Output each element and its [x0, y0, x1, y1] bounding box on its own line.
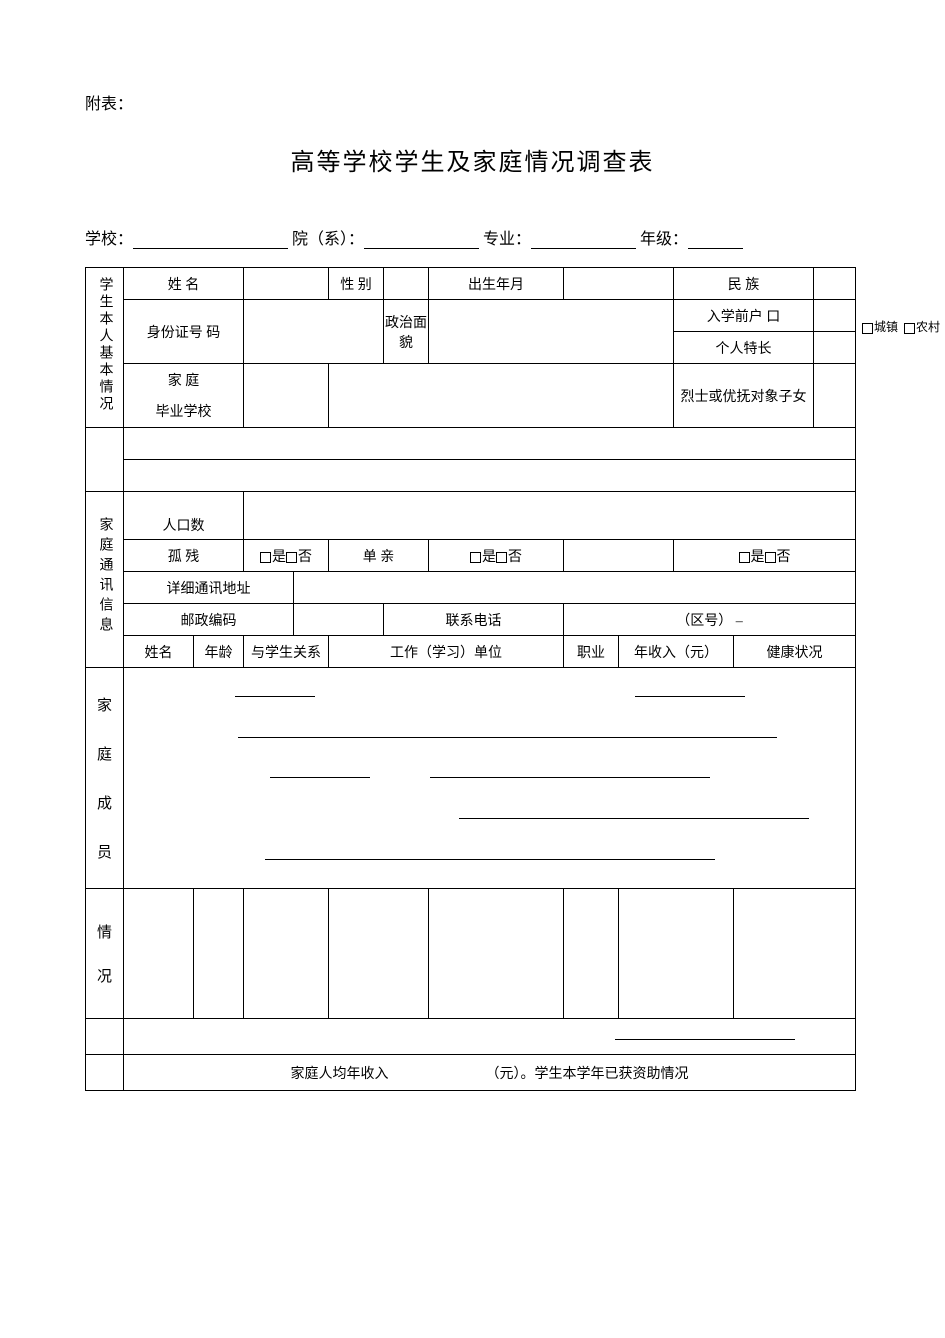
blank-row-2[interactable] — [124, 460, 856, 492]
phone-value[interactable]: （区号） – — [564, 604, 856, 636]
sit-c3[interactable] — [244, 889, 329, 1019]
single-value[interactable]: 是否 — [429, 540, 564, 572]
sit-c5[interactable] — [429, 889, 564, 1019]
specialty-value[interactable] — [814, 332, 856, 364]
home-extra[interactable] — [329, 364, 674, 396]
thin-body[interactable] — [124, 1019, 856, 1055]
political-label: 政治面貌 — [384, 300, 429, 364]
footer-side — [86, 1055, 124, 1091]
id-value[interactable] — [244, 300, 384, 364]
sit-c4[interactable] — [329, 889, 429, 1019]
specialty-label: 个人特长 — [674, 332, 814, 364]
sit-c8[interactable] — [734, 889, 856, 1019]
gradschool-value[interactable] — [244, 396, 329, 428]
mh-relation: 与学生关系 — [244, 636, 329, 668]
members-side-label: 家 庭 成 员 — [86, 668, 124, 889]
sit-c1[interactable] — [124, 889, 194, 1019]
hukou-checkboxes[interactable]: 城镇 农村 — [862, 318, 940, 335]
extra-yesno[interactable]: 是否 — [674, 540, 856, 572]
birth-label: 出生年月 — [429, 268, 564, 300]
postcode-label: 邮政编码 — [124, 604, 294, 636]
mh-income: 年收入（元） — [619, 636, 734, 668]
name-label: 姓 名 — [124, 268, 244, 300]
mh-age: 年龄 — [194, 636, 244, 668]
ethnicity-label: 民 族 — [674, 268, 814, 300]
survey-form-table: 学生本人基本情况 姓 名 性 别 出生年月 民 族 身份证号 码 政治面貌 入学… — [85, 267, 856, 1091]
mh-name: 姓名 — [124, 636, 194, 668]
section1-label: 学生本人基本情况 — [86, 268, 124, 428]
main-title: 高等学校学生及家庭情况调查表 — [85, 142, 860, 177]
orphan-label: 孤 残 — [124, 540, 244, 572]
home-value[interactable] — [244, 364, 329, 396]
gender-label: 性 别 — [329, 268, 384, 300]
grade-label: 年级： — [640, 231, 688, 248]
single-label: 单 亲 — [329, 540, 429, 572]
dept-label: 院（系）： — [292, 231, 364, 248]
birth-value[interactable] — [564, 268, 674, 300]
hukou-label: 入学前户 口 — [674, 300, 814, 332]
blank-row-1[interactable] — [124, 428, 856, 460]
footer-text: 家庭人均年收入 （元）。学生本学年已获资助情况 — [124, 1055, 856, 1091]
major-label: 专业： — [483, 231, 531, 248]
postcode-value[interactable] — [294, 604, 384, 636]
mh-health: 健康状况 — [734, 636, 856, 668]
id-label: 身份证号 码 — [124, 300, 244, 364]
school-blank[interactable] — [133, 231, 288, 249]
contact-section-label: 家庭通讯信息 — [86, 492, 124, 668]
population-value[interactable] — [244, 492, 856, 540]
martyr-value[interactable] — [814, 364, 856, 428]
thin-side — [86, 1019, 124, 1055]
sit-c7[interactable] — [619, 889, 734, 1019]
hukou-value[interactable] — [814, 300, 856, 332]
members-body[interactable] — [124, 668, 856, 889]
gender-value[interactable] — [384, 268, 429, 300]
situation-side-label: 情 况 — [86, 889, 124, 1019]
dept-blank[interactable] — [364, 231, 479, 249]
address-value[interactable] — [294, 572, 856, 604]
mh-occupation: 职业 — [564, 636, 619, 668]
gradschool-label: 毕业学校 — [124, 396, 244, 428]
blank-side — [86, 428, 124, 492]
grade-blank[interactable] — [688, 231, 743, 249]
mh-work: 工作（学习）单位 — [329, 636, 564, 668]
header-fill-line: 学校： 院（系）： 专业： 年级： — [85, 225, 860, 249]
ethnicity-value[interactable] — [814, 268, 856, 300]
address-label: 详细通讯地址 — [124, 572, 294, 604]
population-label: 人口数 — [124, 492, 244, 540]
political-value[interactable] — [429, 300, 674, 364]
name-value[interactable] — [244, 268, 329, 300]
phone-label: 联系电话 — [384, 604, 564, 636]
orphan-value[interactable]: 是否 — [244, 540, 329, 572]
extra-blank[interactable] — [564, 540, 674, 572]
attachment-label: 附表： — [85, 90, 860, 114]
sit-c6[interactable] — [564, 889, 619, 1019]
home-label: 家 庭 — [124, 364, 244, 396]
sit-c2[interactable] — [194, 889, 244, 1019]
major-blank[interactable] — [531, 231, 636, 249]
martyr-label: 烈士或优抚对象子女 — [674, 364, 814, 428]
gradschool-extra[interactable] — [329, 396, 674, 428]
school-label: 学校： — [85, 231, 133, 248]
